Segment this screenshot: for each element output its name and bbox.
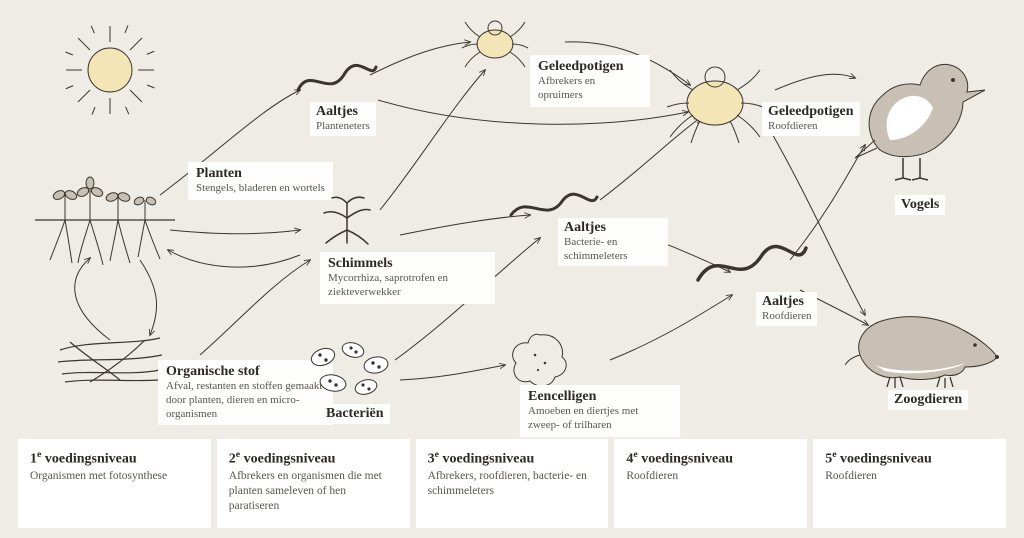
arthropods2-sub: Roofdieren — [768, 120, 854, 134]
bacteria-label: Bacteriën — [320, 404, 390, 424]
arthropods1-label: Geleedpotigen Afbrekers en opruimers — [530, 55, 650, 107]
level-card-2: 2e voedingsniveau Afbrekers en organisme… — [217, 439, 410, 528]
birds-label: Vogels — [895, 195, 945, 215]
nematodes2-label: Aaltjes Bacterie- en schimmeleters — [558, 218, 668, 266]
level-sub: Afbrekers en organismen die met planten … — [229, 469, 398, 514]
level-title: 3e voedingsniveau — [428, 449, 597, 468]
nematodes2-sub: Bacterie- en schimmeleters — [564, 236, 662, 264]
nematodes3-label: Aaltjes Roofdieren — [756, 292, 817, 326]
mammals-label: Zoogdieren — [888, 390, 968, 410]
fungi-label: Schimmels Mycorrhiza, saprotrofen en zie… — [320, 252, 495, 304]
organic-icon — [50, 320, 170, 405]
level-title: 1e voedingsniveau — [30, 449, 199, 468]
food-web-diagram: Planten Stengels, bladeren en wortels Or… — [0, 0, 1024, 448]
bacteria-icon — [298, 335, 398, 410]
level-title: 2e voedingsniveau — [229, 449, 398, 468]
plants-icon — [30, 165, 180, 280]
arthropods2-icon — [665, 55, 765, 150]
nematodes3-title: Aaltjes — [762, 294, 811, 310]
nematodes1-title: Aaltjes — [316, 104, 370, 120]
fungi-sub: Mycorrhiza, saprotrofen en ziekteverwekk… — [328, 272, 487, 300]
level-card-1: 1e voedingsniveau Organismen met fotosyn… — [18, 439, 211, 528]
level-card-3: 3e voedingsniveau Afbrekers, roofdieren,… — [416, 439, 609, 528]
trophic-levels-footer: 1e voedingsniveau Organismen met fotosyn… — [18, 439, 1006, 528]
mammals-title: Zoogdieren — [894, 392, 962, 408]
birds-title: Vogels — [901, 197, 939, 213]
nematodes1-label: Aaltjes Planteneters — [310, 102, 376, 136]
level-sub: Roofdieren — [825, 469, 994, 484]
mammal-icon — [845, 295, 1005, 400]
arthropods2-title: Geleedpotigen — [768, 104, 854, 120]
level-card-5: 5e voedingsniveau Roofdieren — [813, 439, 1006, 528]
arthropods1-sub: Afbrekers en opruimers — [538, 75, 642, 103]
level-sub: Roofdieren — [626, 469, 795, 484]
fungi-title: Schimmels — [328, 256, 487, 272]
arthropods1-title: Geleedpotigen — [538, 59, 642, 75]
level-title: 4e voedingsniveau — [626, 449, 795, 468]
arthropods1-icon — [460, 12, 530, 77]
plants-title: Planten — [196, 166, 325, 182]
nematodes3-sub: Roofdieren — [762, 310, 811, 324]
sun-icon — [60, 20, 160, 125]
protozoa-label: Eencelligen Amoeben en diertjes met zwee… — [520, 385, 680, 437]
protozoa-sub: Amoeben en diertjes met zweep- of trilha… — [528, 405, 672, 433]
nematodes2-title: Aaltjes — [564, 220, 662, 236]
level-sub: Afbrekers, roofdieren, bacterie- en schi… — [428, 469, 597, 499]
nematodes1-sub: Planteneters — [316, 120, 370, 134]
plants-sub: Stengels, bladeren en wortels — [196, 182, 325, 196]
level-sub: Organismen met fotosynthese — [30, 469, 199, 484]
bird-icon — [845, 40, 995, 195]
level-title: 5e voedingsniveau — [825, 449, 994, 468]
level-card-4: 4e voedingsniveau Roofdieren — [614, 439, 807, 528]
protozoa-title: Eencelligen — [528, 389, 672, 405]
bacteria-title: Bacteriën — [326, 406, 384, 422]
